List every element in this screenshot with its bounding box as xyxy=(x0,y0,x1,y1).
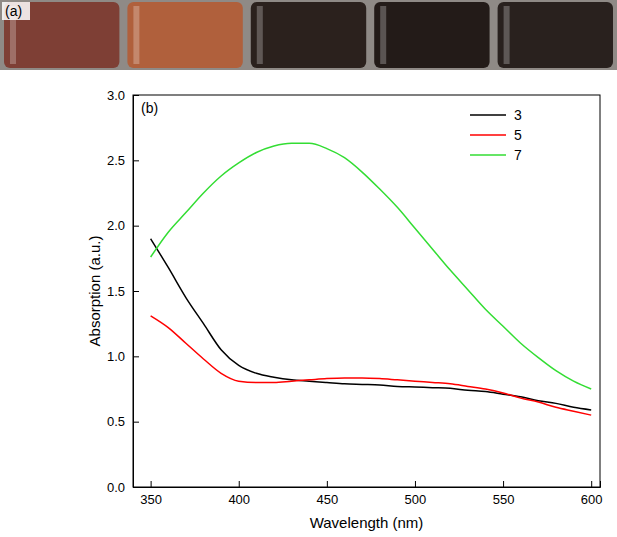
legend-label: 5 xyxy=(514,127,522,143)
series-line xyxy=(151,316,592,415)
plot-area xyxy=(151,143,592,415)
panel-label: (b) xyxy=(141,100,158,116)
y-tick-mark xyxy=(133,160,139,161)
legend-swatch xyxy=(470,134,506,136)
bottle xyxy=(374,2,489,68)
plot-frame xyxy=(133,95,600,487)
legend: 3 5 7 xyxy=(470,107,522,163)
y-axis-title: Absorption (a.u.) xyxy=(86,236,103,347)
y-tick-mark xyxy=(133,487,139,488)
y-axis-line xyxy=(134,96,140,488)
y-tick-label: 1.0 xyxy=(107,349,125,364)
y-tick: 1.0 xyxy=(107,349,139,364)
y-tick-label: 1.5 xyxy=(107,284,125,299)
legend-swatch xyxy=(470,114,506,116)
x-tick: 600 xyxy=(581,481,603,507)
series-line xyxy=(151,143,592,389)
x-tick-mark xyxy=(239,481,240,487)
x-tick: 450 xyxy=(316,481,338,507)
bottle xyxy=(251,2,366,68)
x-tick-label: 600 xyxy=(581,492,603,507)
x-tick-label: 550 xyxy=(493,492,515,507)
legend-label: 7 xyxy=(514,147,522,163)
y-tick-label: 3.0 xyxy=(107,88,125,103)
series-line xyxy=(151,239,592,410)
x-tick-label: 500 xyxy=(405,492,427,507)
y-tick: 0.0 xyxy=(107,480,139,495)
y-tick-label: 0.5 xyxy=(107,414,125,429)
y-tick-label: 2.0 xyxy=(107,218,125,233)
x-tick-mark xyxy=(151,481,152,487)
y-axis: 0.0 0.5 1.0 1.5 2.0 2.5 3.0 xyxy=(107,88,139,495)
x-axis-title: Wavelength (nm) xyxy=(310,514,424,531)
y-tick-mark xyxy=(133,291,139,292)
y-tick: 2.0 xyxy=(107,218,139,233)
bottle xyxy=(127,2,242,68)
photo-panel: (a) xyxy=(0,0,617,70)
y-tick-mark xyxy=(133,356,139,357)
bottle-highlight xyxy=(380,6,386,64)
x-tick-label: 350 xyxy=(140,492,162,507)
y-tick-mark xyxy=(133,95,139,96)
y-tick-label: 2.5 xyxy=(107,153,125,168)
bottle-highlight xyxy=(504,6,510,64)
x-tick: 550 xyxy=(493,481,515,507)
bottle-highlight xyxy=(257,6,263,64)
legend-label: 3 xyxy=(514,107,522,123)
y-tick: 2.5 xyxy=(107,153,139,168)
label-patch xyxy=(2,2,30,20)
y-tick: 0.5 xyxy=(107,414,139,429)
bottle xyxy=(4,2,119,68)
x-tick-label: 450 xyxy=(316,492,338,507)
y-tick: 3.0 xyxy=(107,88,139,103)
y-tick: 1.5 xyxy=(107,284,139,299)
x-tick-mark xyxy=(415,481,416,487)
x-axis-line xyxy=(134,481,601,488)
x-tick: 400 xyxy=(228,481,250,507)
bottle-highlight xyxy=(133,6,139,64)
y-tick-mark xyxy=(133,226,139,227)
x-axis: 350 400 450 500 550 600 xyxy=(134,481,603,507)
legend-swatch xyxy=(470,154,506,156)
y-tick-mark xyxy=(133,422,139,423)
photo-background xyxy=(0,0,617,70)
y-tick-label: 0.0 xyxy=(107,480,125,495)
x-tick: 350 xyxy=(140,481,162,507)
x-tick-mark xyxy=(327,481,328,487)
x-tick-label: 400 xyxy=(228,492,250,507)
x-tick-mark xyxy=(591,481,592,487)
bottle xyxy=(498,2,613,68)
chart: (a) 350 400 450 500 550 600 0.0 0.5 1.0 1.5 2.0 2.5 3… xyxy=(0,0,617,537)
x-tick-mark xyxy=(503,481,504,487)
panel-label: (a) xyxy=(5,3,22,19)
x-tick: 500 xyxy=(405,481,427,507)
